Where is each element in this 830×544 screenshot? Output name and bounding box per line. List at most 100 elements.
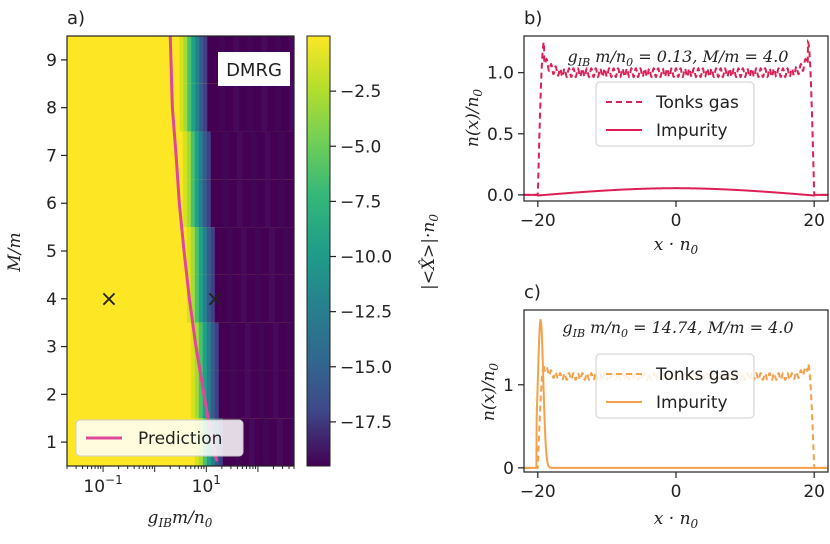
heatmap-texture-cell xyxy=(264,131,271,180)
heatmap-texture-cell xyxy=(247,83,254,132)
heatmap-texture-cell xyxy=(258,370,265,419)
annotation-b: gIB m/n0 = 0.13, M/m = 4.0 xyxy=(568,47,789,69)
heatmap-transition-cell xyxy=(198,131,204,180)
heatmap-texture-cell xyxy=(264,179,271,228)
y-tick-label-a: 1 xyxy=(46,433,57,453)
heatmap-texture-cell xyxy=(233,83,240,132)
heatmap-texture-cell xyxy=(250,179,257,228)
heatmap-transition-cell xyxy=(186,227,192,275)
heatmap-transition-cell xyxy=(182,179,188,228)
heatmap-transition-cell xyxy=(195,36,200,84)
y-tick-label-a: 3 xyxy=(46,338,57,358)
heatmap-texture-cell xyxy=(261,83,268,132)
heatmap-transition-cell xyxy=(190,274,196,323)
heatmap-texture-cell xyxy=(222,179,229,228)
heatmap-transition-cell xyxy=(191,36,196,84)
heatmap-transition-cell xyxy=(198,179,204,228)
heatmap-transition-cell xyxy=(214,322,220,371)
impurity-line xyxy=(524,187,828,197)
heatmap-texture-cell xyxy=(275,83,282,132)
heatmap-transition-cell xyxy=(202,322,208,371)
ticks-c: −20 0 20 0 1 xyxy=(503,376,825,502)
heatmap-texture-cell xyxy=(276,418,283,466)
y-tick-label: 1 xyxy=(503,376,514,396)
heatmap-texture-cell xyxy=(244,322,251,371)
y-tick-label-a: 4 xyxy=(46,290,57,310)
heatmap-texture-cell xyxy=(290,418,294,466)
legend-prediction-label: Prediction xyxy=(138,429,222,449)
x-tick-label: 0 xyxy=(671,482,682,502)
heatmap-texture-cell xyxy=(278,179,285,228)
heatmap-transition-cell xyxy=(198,322,204,371)
heatmap-texture-cell xyxy=(236,179,243,228)
tonks-gas-line xyxy=(524,38,828,196)
colorbar-tick-label: −12.5 xyxy=(340,303,392,323)
heatmap-cells xyxy=(67,36,307,466)
xlabel-b: x · n0 xyxy=(654,235,699,257)
heatmap-texture-cell xyxy=(219,83,226,132)
heatmap-texture-cell xyxy=(230,370,237,419)
heatmap-texture-cell xyxy=(272,370,279,419)
heatmap-texture-cell xyxy=(282,274,289,323)
heatmap-transition-cell xyxy=(194,274,200,323)
y-tick-label-a: 7 xyxy=(46,146,57,166)
legend-c-tonks-label: Tonks gas xyxy=(655,365,739,385)
prediction-curve-group xyxy=(168,36,219,462)
prediction-curve xyxy=(168,36,219,462)
x-tick-label-a: 101 xyxy=(192,473,221,497)
heatmap-texture-cell xyxy=(268,227,275,275)
heatmap-texture-cell xyxy=(226,227,233,275)
marker-group: × × xyxy=(100,287,224,312)
heatmap-transition-cell xyxy=(194,227,200,275)
ticks-b: −20 0 20 0.0 0.5 1.0 xyxy=(487,64,825,231)
heatmap-texture-cell xyxy=(297,275,303,323)
colorbar-tick-label: −7.5 xyxy=(340,192,381,212)
y-ticks-a: 1 2 3 4 5 6 7 8 9 xyxy=(46,51,67,453)
colorbar-tick-label: −5.0 xyxy=(340,137,381,157)
heatmap-texture-cell xyxy=(236,131,243,180)
heatmap-transition-cell xyxy=(202,274,208,323)
heatmap-transition-cell xyxy=(206,227,212,275)
legend-b-impurity-label: Impurity xyxy=(656,121,728,141)
panel-c-label: c) xyxy=(524,282,541,303)
heatmap-texture-cell xyxy=(297,227,303,275)
colorbar-tick-label: −10.0 xyxy=(340,248,392,268)
legend-c-impurity-label: Impurity xyxy=(656,393,728,413)
heatmap-transition-cell xyxy=(182,131,188,180)
heatmap-transition-cell xyxy=(210,370,216,419)
ylabel-b: n(x)/n0 xyxy=(463,89,485,147)
heatmap-transition-cell xyxy=(179,83,184,132)
heatmap-texture-cell xyxy=(286,322,293,371)
heatmap-transition-cell xyxy=(194,131,200,180)
y-tick-label: 0.0 xyxy=(487,186,514,206)
heatmap-transition-cell xyxy=(194,179,200,228)
xlabel-c: x · n0 xyxy=(654,509,699,531)
colorbar-label: |<X̂>|·n0 xyxy=(419,214,441,290)
heatmap-texture-cell xyxy=(230,322,237,371)
x-tick-label: 0 xyxy=(671,211,682,231)
heatmap-transition-cell xyxy=(210,227,216,275)
x-tick-label: 20 xyxy=(803,211,825,231)
colorbar-tick-label: −17.5 xyxy=(340,413,392,433)
legend-b-tonks-label: Tonks gas xyxy=(655,93,739,113)
ylabel-c: n(x)/n0 xyxy=(479,363,501,421)
plot-b-lines xyxy=(524,38,828,197)
annotation-c: gIB m/n0 = 14.74, M/m = 4.0 xyxy=(562,318,793,340)
heatmap-transition-cell xyxy=(190,370,196,419)
marker-0: × xyxy=(100,287,118,312)
heatmap-transition-cell xyxy=(202,227,208,275)
heatmap-texture-cell xyxy=(244,370,251,419)
xlabel-a: gIBm/n0 xyxy=(148,508,213,530)
panel-b-label: b) xyxy=(524,8,542,29)
ylabel-a: M/m xyxy=(5,232,25,272)
heatmap-texture-cell xyxy=(254,274,261,323)
heatmap-transition-cell xyxy=(202,131,208,180)
heatmap-texture-cell xyxy=(262,418,269,466)
heatmap-transition-cell xyxy=(206,322,212,371)
heatmap-texture-cell xyxy=(301,323,307,371)
y-tick-label: 1.0 xyxy=(487,64,514,84)
heatmap-texture-cell xyxy=(278,131,285,180)
y-tick-label-a: 8 xyxy=(46,99,57,119)
heatmap-transition-cell xyxy=(203,83,208,132)
heatmap-transition-cell xyxy=(179,36,184,84)
